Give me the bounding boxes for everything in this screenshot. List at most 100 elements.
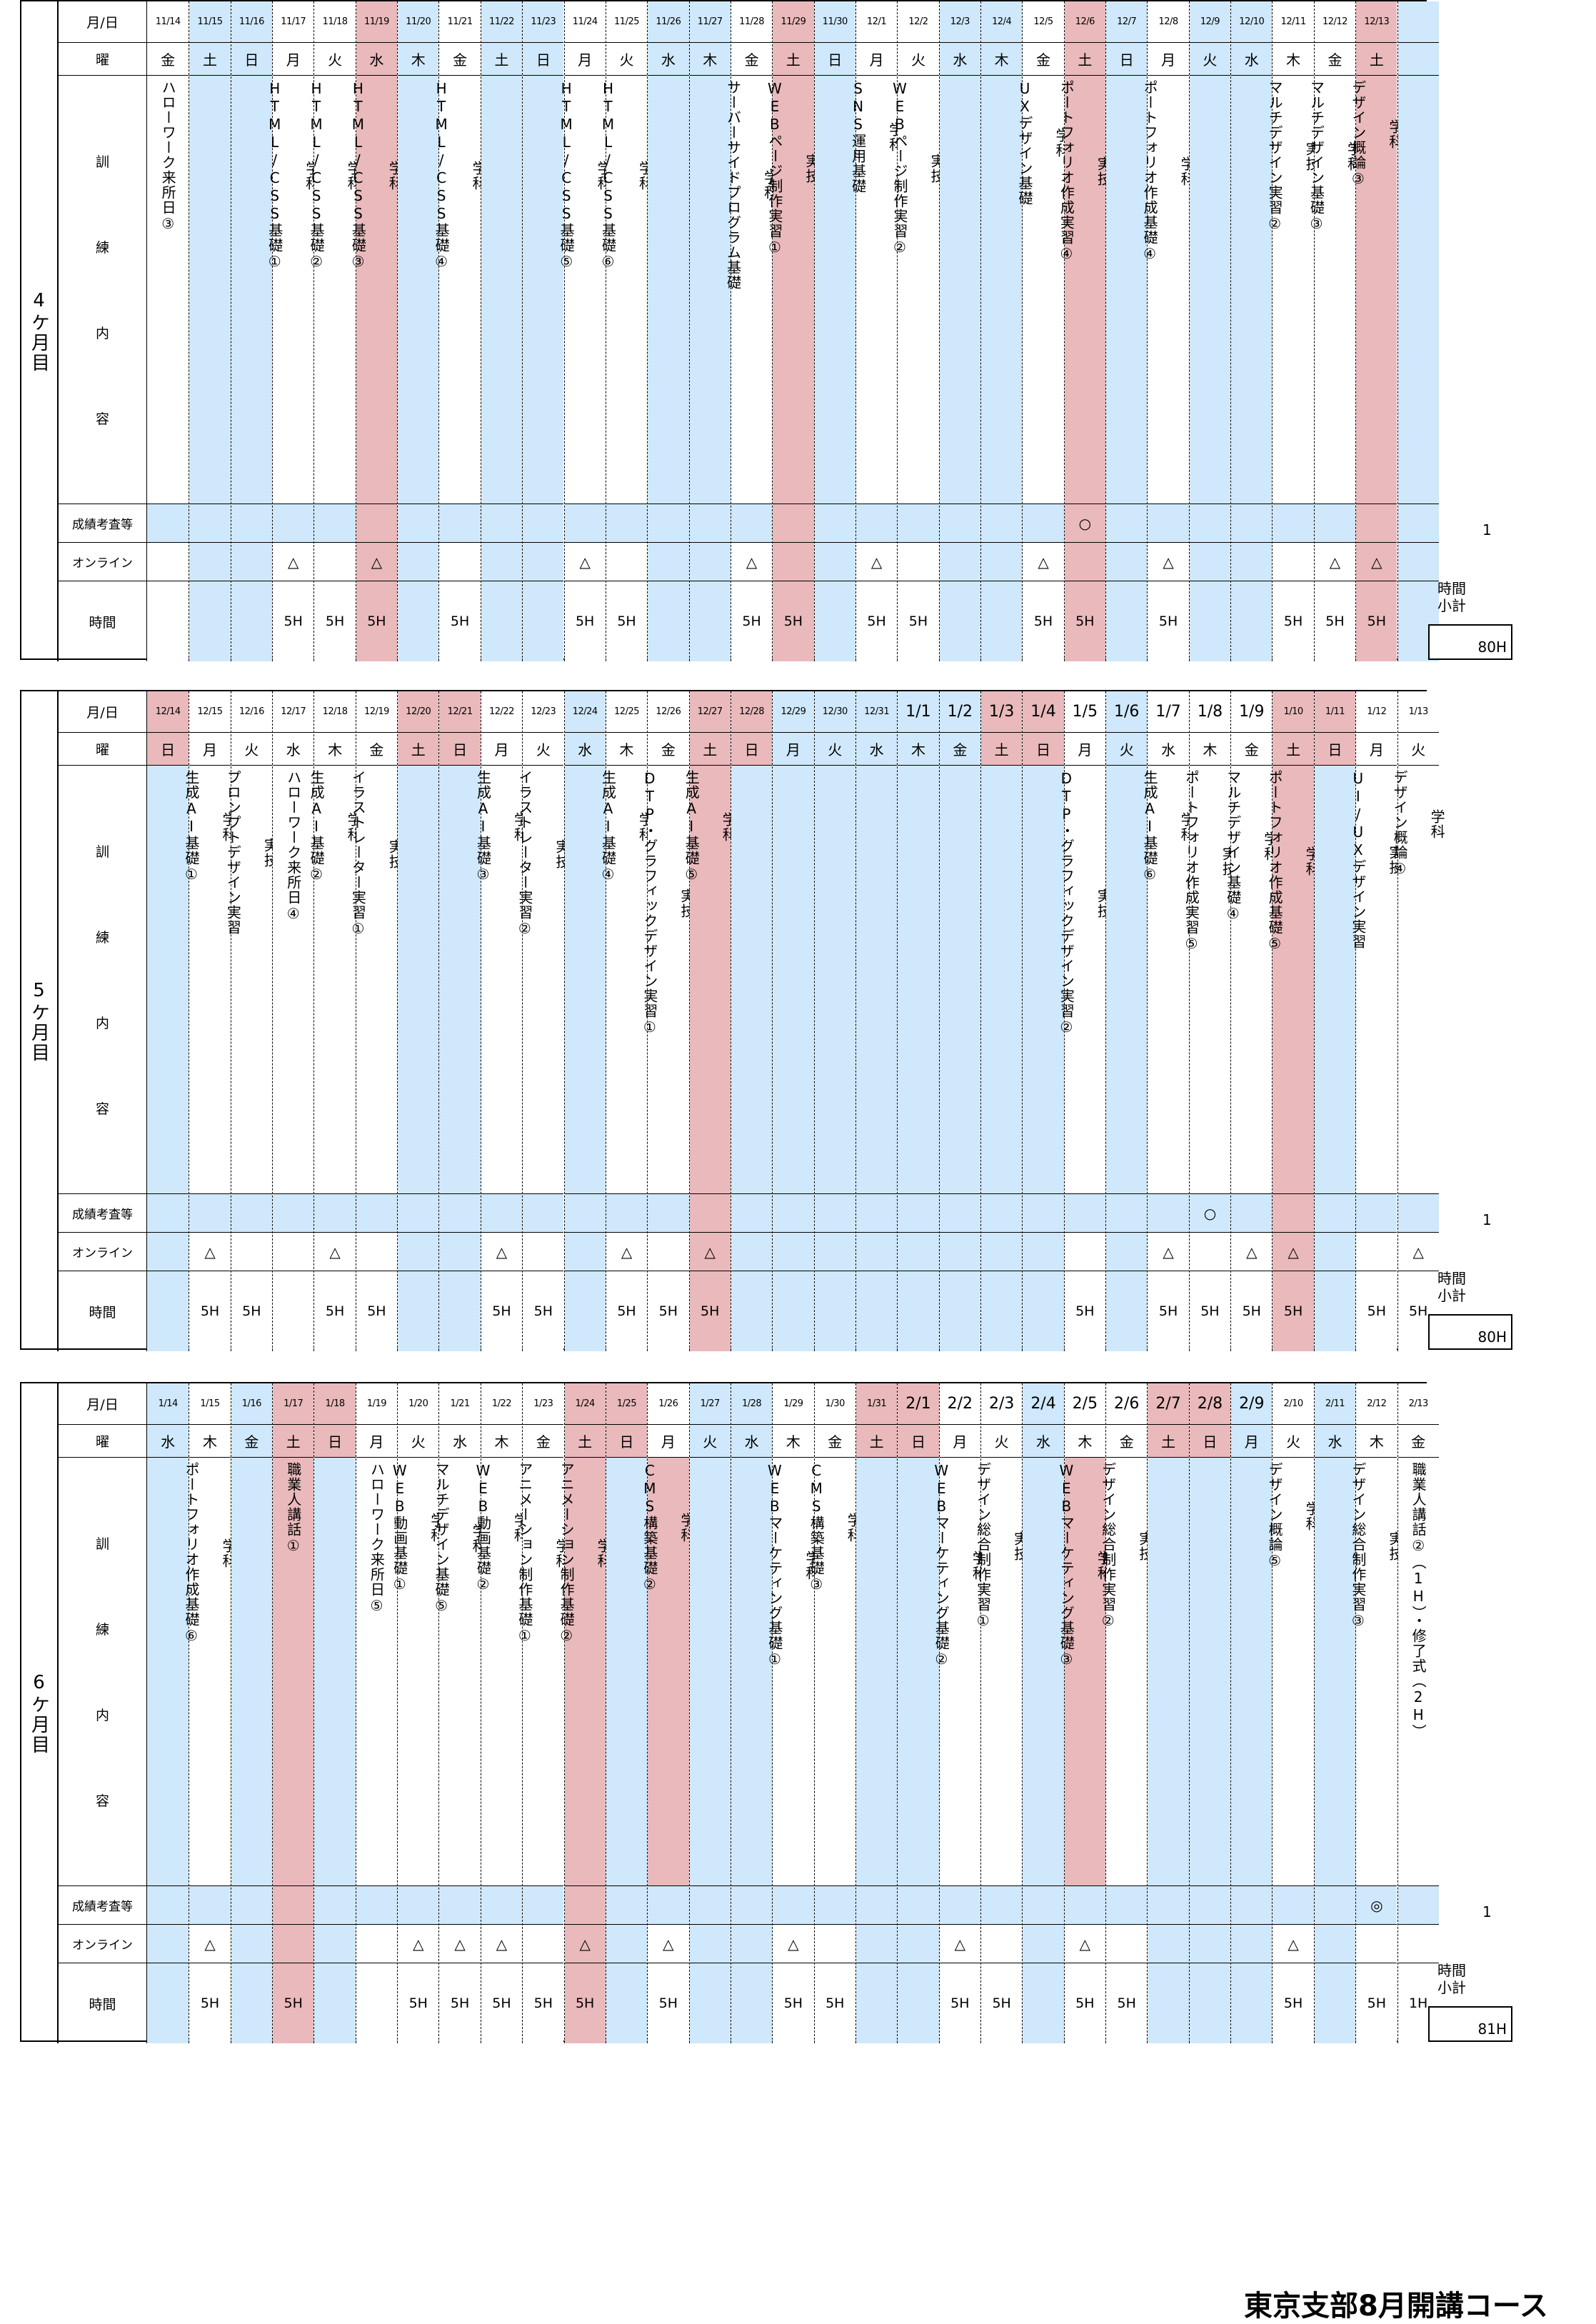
weekday-header-label: 曜	[59, 43, 147, 76]
online-cell	[439, 543, 481, 581]
day-column: 11/15 土	[189, 1, 231, 661]
day-column: 1/4 日	[1022, 691, 1064, 1351]
exam-cell	[814, 1886, 855, 1925]
training-content-cell	[564, 766, 606, 1194]
weekday-cell: 水	[1148, 733, 1189, 766]
weekday-cell: 日	[523, 43, 564, 76]
weekday-cell: 月	[564, 43, 606, 76]
weekday-cell: 土	[1064, 43, 1106, 76]
exam-cell	[773, 1194, 814, 1233]
online-header-label: オンライン	[59, 543, 147, 581]
exam-cell	[606, 504, 648, 543]
weekday-cell: 木	[1064, 1425, 1106, 1458]
weekday-cell: 火	[898, 43, 939, 76]
hours-cell: 5H	[1148, 581, 1189, 661]
training-content-text: 学科 デザイン概論④	[1391, 770, 1446, 878]
hours-cell	[356, 1963, 398, 2043]
training-content-cell: 学科 CMS構築基礎②	[641, 1458, 696, 1886]
online-cell	[939, 543, 980, 581]
weekday-cell: 日	[898, 1425, 939, 1458]
online-cell: △	[564, 543, 606, 581]
training-content-text: 実技 デザイン総合制作実習②	[1099, 1462, 1154, 1630]
exam-cell	[814, 1194, 855, 1233]
weekday-cell: 水	[648, 43, 689, 76]
training-content-cell	[855, 766, 898, 1194]
subtotal-label: 時間 小計	[1437, 580, 1466, 614]
page-note: 1	[1482, 1903, 1492, 1920]
day-column: 11/14 金ハローワーク来所日③	[147, 1, 189, 661]
online-cell	[981, 1233, 1023, 1271]
exam-cell	[1148, 1194, 1189, 1233]
exam-header-label: 成績考査等	[59, 504, 147, 543]
day-column: 12/20 土	[397, 691, 439, 1351]
weekday-cell: 水	[147, 1425, 189, 1458]
date-cell: 12/15	[189, 691, 231, 733]
exam-cell	[855, 1886, 898, 1925]
date-cell: 12/22	[481, 691, 523, 733]
date-cell: 1/13	[1397, 691, 1439, 733]
hours-cell: 5H	[606, 1271, 648, 1351]
training-content-cell: 学科 ポートフォリオ作成基礎⑥	[183, 1458, 237, 1886]
training-content-cell: 学科 生成AI基礎④	[600, 766, 654, 1194]
online-cell	[689, 1925, 731, 1963]
training-content-cell: 学科 サーバーサイドプログラム基礎	[725, 76, 779, 504]
exam-cell	[273, 1886, 314, 1925]
exam-cell	[689, 504, 731, 543]
training-content-text: 学科 アニメーション制作基礎②	[558, 1462, 613, 1645]
online-cell: △	[273, 543, 314, 581]
day-column: 1/22 木 △ 5H 学科 WEB動画基礎②	[474, 1383, 528, 2043]
course-title: 東京支部8月開講コース	[1244, 2290, 1548, 2323]
training-content-cell: 実技 DTP・グラフィックデザイン実習①	[641, 766, 696, 1194]
exam-cell	[731, 1194, 773, 1233]
training-content-text: 実技 UI/UXデザイン実習	[1349, 770, 1404, 949]
date-cell: 1/15	[189, 1383, 231, 1425]
month-block: 6ケ月目 月/日曜成績考査等 オンライン 時間訓練内容 1/14 水 1/15 木 △ 5H 学科 …	[20, 1382, 1541, 2043]
online-cell	[523, 543, 564, 581]
hours-cell: 5H	[1064, 581, 1106, 661]
month-label-text: 5ケ月目	[28, 980, 50, 1063]
page-note: 1	[1482, 1211, 1492, 1228]
date-cell: 1/28	[731, 1383, 773, 1425]
training-content-cell	[1148, 1458, 1189, 1886]
training-content-cell	[731, 766, 773, 1194]
hours-cell: 5H	[731, 581, 773, 661]
online-cell: △	[1231, 1233, 1273, 1271]
exam-cell	[189, 1886, 231, 1925]
exam-cell	[689, 1886, 731, 1925]
day-column: 1/24 土 △ 5H 学科 アニメーション制作基礎②	[558, 1383, 612, 2043]
day-column: 12/9 火	[1188, 1, 1231, 661]
online-cell: △	[1148, 543, 1189, 581]
online-cell	[1397, 1925, 1439, 1963]
weekday-cell: 木	[689, 43, 731, 76]
hours-cell: 5H	[523, 1963, 564, 2043]
exam-cell	[981, 1886, 1023, 1925]
online-cell	[147, 1925, 189, 1963]
day-column: 1/28 水	[730, 1383, 773, 2043]
day-column: 12/6 土 ○ 5H 実技 ポートフォリオ作成実習④	[1058, 1, 1112, 661]
exam-cell	[814, 504, 855, 543]
online-cell	[606, 1925, 648, 1963]
time-header-label: 時間	[59, 1271, 147, 1351]
exam-cell	[1273, 1194, 1314, 1233]
day-column: 2/1 日	[897, 1383, 939, 2043]
weekday-cell: 火	[814, 733, 855, 766]
exam-cell: ○	[1064, 504, 1106, 543]
training-header-char: 訓	[95, 1536, 109, 1553]
hours-cell: 5H	[439, 1963, 481, 2043]
training-content-text: 学科 HTML/CSS基礎③	[349, 80, 404, 271]
hours-cell	[648, 581, 689, 661]
exam-cell: ○	[1189, 1194, 1231, 1233]
subtotal-value: 80H	[1428, 1314, 1512, 1350]
date-cell: 11/27	[689, 1, 731, 43]
date-cell: 11/24	[564, 1, 606, 43]
training-content-cell	[1397, 76, 1439, 504]
day-column: 12/14 日	[147, 691, 189, 1351]
day-column: 12/13 土 △ 5H 学科 デザイン概論③	[1350, 1, 1404, 661]
weekday-cell: 木	[189, 1425, 231, 1458]
hours-cell: 5H	[523, 1271, 564, 1351]
exam-cell	[606, 1886, 648, 1925]
training-content-text: ハローワーク来所日⑤	[368, 1462, 386, 1615]
weekday-cell: 火	[981, 1425, 1023, 1458]
online-cell	[1356, 1233, 1397, 1271]
weekday-cell: 土	[689, 733, 731, 766]
